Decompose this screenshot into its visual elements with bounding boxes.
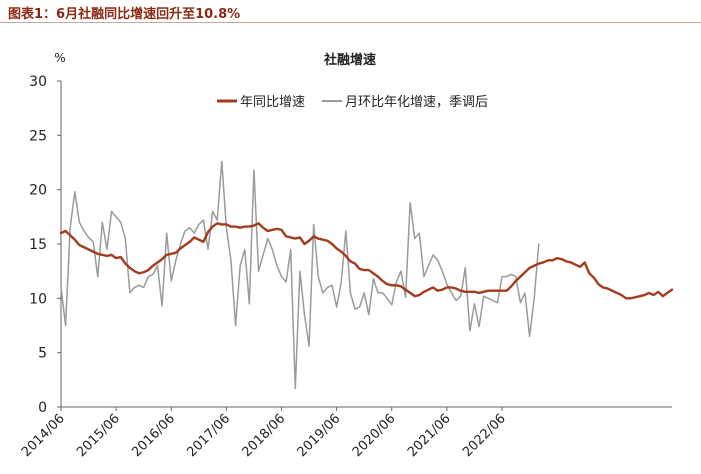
chart-title: 社融增速 <box>323 52 376 68</box>
x-tick-label: 2017/06 <box>184 411 233 460</box>
legend: 年同比增速 月环比年化增速，季调后 <box>217 95 488 110</box>
legend-item-yoy: 年同比增速 <box>217 95 305 110</box>
series-line-mom-annualized <box>60 160 540 390</box>
x-tick-label: 2016/06 <box>129 411 178 460</box>
y-tick-label: 5 <box>38 346 47 362</box>
legend-item-mom-annualized: 月环比年化增速，季调后 <box>322 95 488 110</box>
y-tick-label: 0 <box>38 400 47 416</box>
y-tick-label: 10 <box>29 291 47 307</box>
legend-label: 月环比年化增速，季调后 <box>345 95 488 110</box>
x-tick-label: 2022/06 <box>460 411 509 460</box>
x-tick-label: 2014/06 <box>19 411 68 460</box>
y-axis-unit-label: % <box>54 51 65 65</box>
x-tick-label: 2015/06 <box>74 411 123 460</box>
series-line-yoy <box>59 222 674 300</box>
y-tick-label: 15 <box>29 237 47 253</box>
x-tick-label: 2020/06 <box>350 411 399 460</box>
y-tick-label: 30 <box>29 74 47 90</box>
figure-title: 图表1：6月社融同比增速回升至10.8% <box>8 7 241 22</box>
x-tick-label: 2018/06 <box>240 411 289 460</box>
y-tick-label: 25 <box>29 128 47 144</box>
legend-label: 年同比增速 <box>240 95 305 110</box>
title-divider <box>0 22 701 23</box>
x-tick-label: 2021/06 <box>405 411 454 460</box>
series-layer <box>59 160 674 390</box>
axes: 0 5 10 15 20 25 30 2014/06 2015/06 2016/06 2017/06… <box>19 74 672 460</box>
x-tick-label: 2019/06 <box>295 411 344 460</box>
y-tick-label: 20 <box>29 183 47 199</box>
